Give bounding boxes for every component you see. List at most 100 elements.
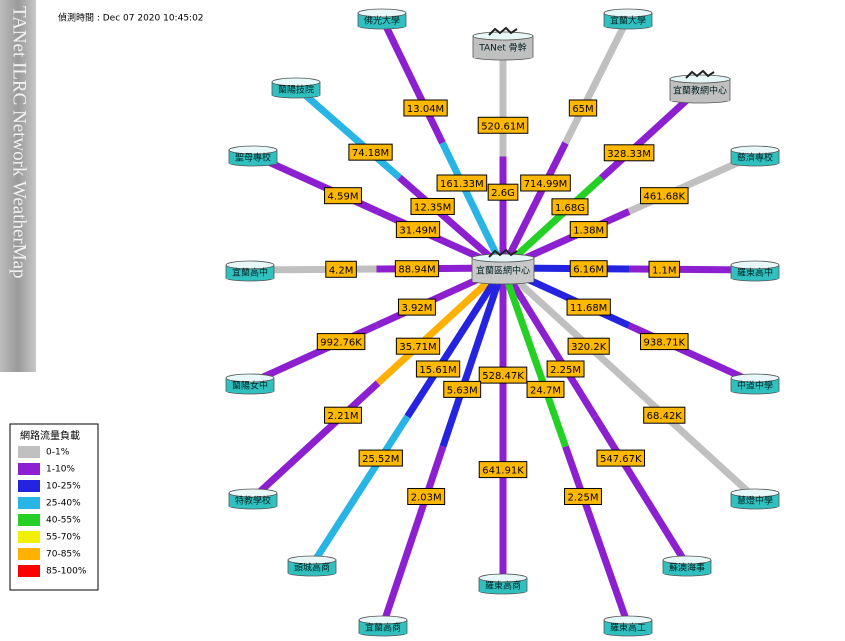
node: 宜蘭教網中心 [670, 71, 730, 103]
node: 蘇澳海事 [663, 556, 711, 576]
legend-label: 55-70% [46, 533, 81, 543]
legend-swatch [18, 497, 40, 509]
node-label: 蘭陽技院 [278, 84, 314, 96]
link-out [595, 417, 687, 566]
link-label: 25.52M [362, 454, 399, 465]
node-label: 聖母專校 [235, 152, 271, 164]
link-label: 520.61M [481, 121, 525, 132]
node-top [472, 254, 534, 262]
link-label: 992.76K [320, 338, 362, 349]
legend-label: 40-55% [46, 516, 81, 526]
link-out [383, 447, 443, 626]
legend-swatch [18, 446, 40, 458]
node-label: 特教學校 [235, 495, 271, 507]
link-label: 68.42K [647, 411, 683, 422]
node-label: 羅東高工 [610, 622, 646, 634]
legend: 網路流量負載 0-1% 1-10% 10-25% 25-40% 40-55% 55-70%… [10, 424, 98, 590]
link-label: 74.18M [352, 148, 389, 159]
link-label: 320.2K [571, 342, 607, 353]
links [250, 18, 755, 625]
node-label: 宜蘭高商 [365, 622, 401, 634]
legend-label: 85-100% [46, 567, 87, 577]
link-out [382, 18, 443, 143]
link-label: 35.71M [399, 342, 436, 353]
node: 蘭陽女中 [226, 374, 274, 394]
legend-swatch [18, 514, 40, 526]
timestamp: 偵測時間 : Dec 07 2020 10:45:02 [58, 12, 204, 24]
legend-label: 25-40% [46, 499, 81, 509]
node: 蘭陽技院 [272, 78, 320, 98]
legend-swatch [18, 548, 40, 560]
node: 宜蘭高商 [359, 616, 407, 636]
legend-swatch [18, 565, 40, 577]
legend-swatch [18, 463, 40, 475]
legend-label: 70-85% [46, 550, 81, 560]
link-out [566, 447, 629, 626]
legend-title: 網路流量負載 [20, 429, 80, 442]
node: 中道中學 [731, 374, 779, 394]
node-label: 蘭陽女中 [232, 380, 268, 392]
link-label: 31.49M [399, 226, 436, 237]
node: 聖母專校 [229, 146, 277, 166]
node: 羅東高工 [604, 616, 652, 636]
legend-swatch [18, 531, 40, 543]
link-label: 3.92M [402, 303, 433, 314]
link-label: 1.68G [555, 203, 585, 214]
link-label: 65M [572, 104, 593, 115]
node: 羅東高商 [479, 574, 527, 594]
node: TANet 骨幹 [473, 28, 533, 60]
link-out [629, 383, 755, 498]
node: 宜蘭大學 [604, 9, 652, 29]
node-label: 慧燈中學 [737, 495, 773, 507]
link-label: 938.71K [643, 338, 685, 349]
node-top [473, 32, 533, 40]
link-out [253, 383, 378, 498]
node: 特教學校 [229, 489, 277, 509]
link-label: 1.38M [573, 226, 604, 237]
link-label: 24.7M [530, 385, 561, 396]
link-label: 547.67K [600, 454, 642, 465]
link-label: 161.33M [440, 179, 484, 190]
node-label: 蘇澳海事 [669, 562, 705, 574]
link-out [312, 417, 408, 566]
legend-label: 1-10% [46, 465, 75, 475]
link-label: 15.61M [419, 365, 456, 376]
node-label: 宜蘭區網中心 [476, 265, 530, 277]
node-label: 頭城高商 [294, 562, 330, 574]
link-out [296, 87, 400, 178]
node-label: 宜蘭大學 [610, 15, 646, 27]
link-label: 11.68M [570, 303, 607, 314]
node-label: 宜蘭教網中心 [673, 85, 727, 97]
node: 宜蘭區網中心 [472, 250, 534, 284]
link-label: 2.03M [411, 492, 442, 503]
node: 宜蘭高中 [226, 261, 274, 281]
link-label: 2.25M [550, 365, 581, 376]
link-label: 88.94M [398, 265, 435, 276]
link-label: 2.6G [491, 188, 515, 199]
link-out [566, 18, 629, 143]
node-label: 佛光大學 [364, 15, 400, 27]
node-label: 宜蘭高中 [232, 267, 268, 279]
link-label: 528.47K [482, 371, 524, 382]
node-label: 羅東高商 [485, 580, 521, 592]
link-label: 2.21M [328, 411, 359, 422]
node: 羅東高中 [731, 261, 779, 281]
link-label: 714.99M [524, 179, 568, 190]
link-label: 641.91K [482, 466, 524, 477]
legend-swatch [18, 480, 40, 492]
legend-label: 10-25% [46, 482, 81, 492]
node: 佛光大學 [358, 9, 406, 29]
node: 頭城高商 [288, 556, 336, 576]
link-label: 1.1M [652, 265, 677, 276]
link-label: 6.16M [573, 265, 604, 276]
node-label: 中道中學 [737, 380, 773, 392]
node: 慧燈中學 [731, 489, 779, 509]
link-label: 4.2M [329, 265, 354, 276]
link-label: 2.25M [568, 492, 599, 503]
node-label: 慈濟專校 [737, 152, 773, 164]
node-top [670, 75, 730, 83]
map-title: TANet ILRC Network WeatherMap [9, 6, 30, 279]
link-label: 328.33M [607, 149, 651, 160]
legend-label: 0-1% [46, 448, 70, 458]
link-label: 461.68K [643, 192, 685, 203]
